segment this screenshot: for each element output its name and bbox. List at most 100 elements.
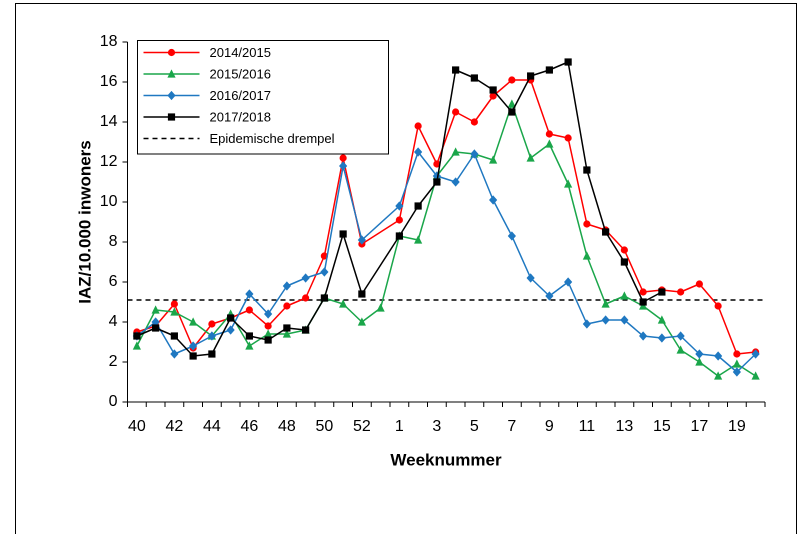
point (452, 66, 460, 74)
point (714, 302, 722, 310)
point (508, 108, 516, 116)
legend-label: 2014/2015 (210, 45, 271, 60)
x-tick-label: 44 (203, 418, 221, 435)
point (470, 149, 479, 159)
point (132, 341, 141, 350)
point (470, 118, 478, 126)
point (320, 294, 328, 302)
point (657, 333, 666, 343)
point (620, 315, 629, 325)
point (526, 273, 535, 283)
point (451, 147, 460, 156)
point (376, 303, 385, 312)
x-tick-label: 50 (315, 418, 333, 435)
point (226, 325, 235, 335)
point (339, 161, 348, 171)
y-tick-label: 16 (100, 73, 118, 90)
point (601, 315, 610, 325)
point (732, 367, 741, 377)
y-tick-label: 14 (100, 113, 118, 130)
point (170, 332, 178, 340)
point (433, 178, 441, 186)
point (714, 351, 723, 361)
point (564, 277, 573, 287)
point (601, 299, 610, 308)
point (395, 232, 403, 240)
point (189, 341, 198, 351)
point (395, 201, 404, 211)
point (657, 315, 666, 324)
point (489, 155, 498, 164)
point (452, 108, 460, 116)
point (433, 160, 441, 168)
point (302, 326, 310, 334)
y-tick-label: 4 (109, 313, 118, 330)
point (207, 331, 216, 341)
point (451, 177, 460, 187)
point (414, 235, 423, 244)
series (132, 99, 760, 380)
x-tick-label: 17 (690, 418, 708, 435)
point (414, 202, 422, 210)
point (526, 153, 535, 162)
point (583, 166, 591, 174)
point (620, 291, 629, 300)
point (508, 76, 516, 84)
point (208, 350, 216, 358)
gap-connector (361, 235, 401, 295)
point (282, 281, 291, 291)
point (545, 130, 553, 138)
x-tick-label: 13 (615, 418, 633, 435)
y-tick-label: 18 (100, 33, 118, 50)
point (358, 290, 366, 298)
legend-label: 2015/2016 (210, 66, 271, 81)
series (133, 58, 666, 360)
point (245, 341, 254, 350)
point (339, 299, 348, 308)
x-axis-title: Weeknummer (390, 450, 502, 469)
point (133, 332, 141, 340)
point (264, 336, 272, 344)
x-tick-label: 3 (432, 418, 441, 435)
point (414, 122, 422, 130)
point (564, 179, 573, 188)
point (395, 216, 403, 224)
x-tick-label: 9 (545, 418, 554, 435)
point (620, 246, 628, 254)
gap-connector (361, 219, 400, 245)
point (545, 291, 554, 301)
y-tick-label: 12 (100, 153, 118, 170)
legend-label: 2017/2018 (210, 109, 271, 124)
point (602, 228, 610, 236)
x-tick-label: 15 (653, 418, 671, 435)
point (189, 317, 198, 326)
point (751, 349, 760, 359)
legend-box (137, 40, 389, 155)
point (339, 154, 347, 162)
point (167, 69, 176, 78)
point (677, 288, 685, 296)
point (545, 66, 553, 74)
point (732, 359, 741, 368)
point (167, 48, 176, 57)
x-tick-label: 5 (470, 418, 479, 435)
point (582, 251, 591, 260)
point (282, 329, 291, 338)
point (639, 331, 648, 341)
point (357, 317, 366, 326)
x-tick-label: 48 (278, 418, 296, 435)
y-tick-label: 8 (109, 233, 118, 250)
point (414, 147, 423, 157)
point (283, 324, 291, 332)
point (733, 350, 741, 358)
point (357, 235, 366, 245)
point (489, 86, 497, 94)
y-tick-label: 2 (109, 353, 118, 370)
point (151, 305, 160, 314)
point (301, 273, 310, 283)
point (208, 320, 216, 328)
point (507, 99, 516, 108)
x-tick-label: 42 (165, 418, 183, 435)
point (620, 258, 628, 266)
